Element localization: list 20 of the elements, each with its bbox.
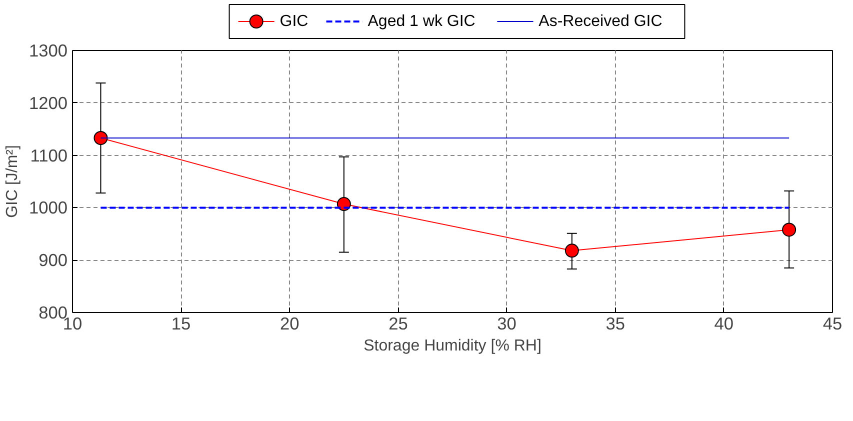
y-tick-label: 1100 <box>30 145 68 166</box>
legend-label: As-Received GIC <box>538 13 662 30</box>
x-tick-label: 35 <box>606 314 625 334</box>
y-tick-label: 1000 <box>28 198 68 218</box>
point <box>94 131 108 145</box>
x-tick-label: 40 <box>714 314 734 334</box>
legend-label: Aged 1 wk GIC <box>368 13 476 30</box>
x-tick-label: 25 <box>388 314 408 334</box>
x-tick-label: 20 <box>280 314 300 334</box>
x-tick-label: 30 <box>497 314 516 334</box>
y-tick-label: 1200 <box>28 92 68 113</box>
x-axis-title: Storage Humidity [% RH] <box>364 338 542 354</box>
x-tick-label: 15 <box>171 314 191 334</box>
legend-label: GIC <box>280 13 308 30</box>
point <box>782 222 796 237</box>
x-tick-label: 45 <box>822 314 842 334</box>
point <box>564 244 579 258</box>
y-tick-label: 1300 <box>28 40 68 60</box>
y-tick-label: 900 <box>38 250 68 270</box>
y-axis-title: GIC [J/m²] <box>4 145 21 218</box>
